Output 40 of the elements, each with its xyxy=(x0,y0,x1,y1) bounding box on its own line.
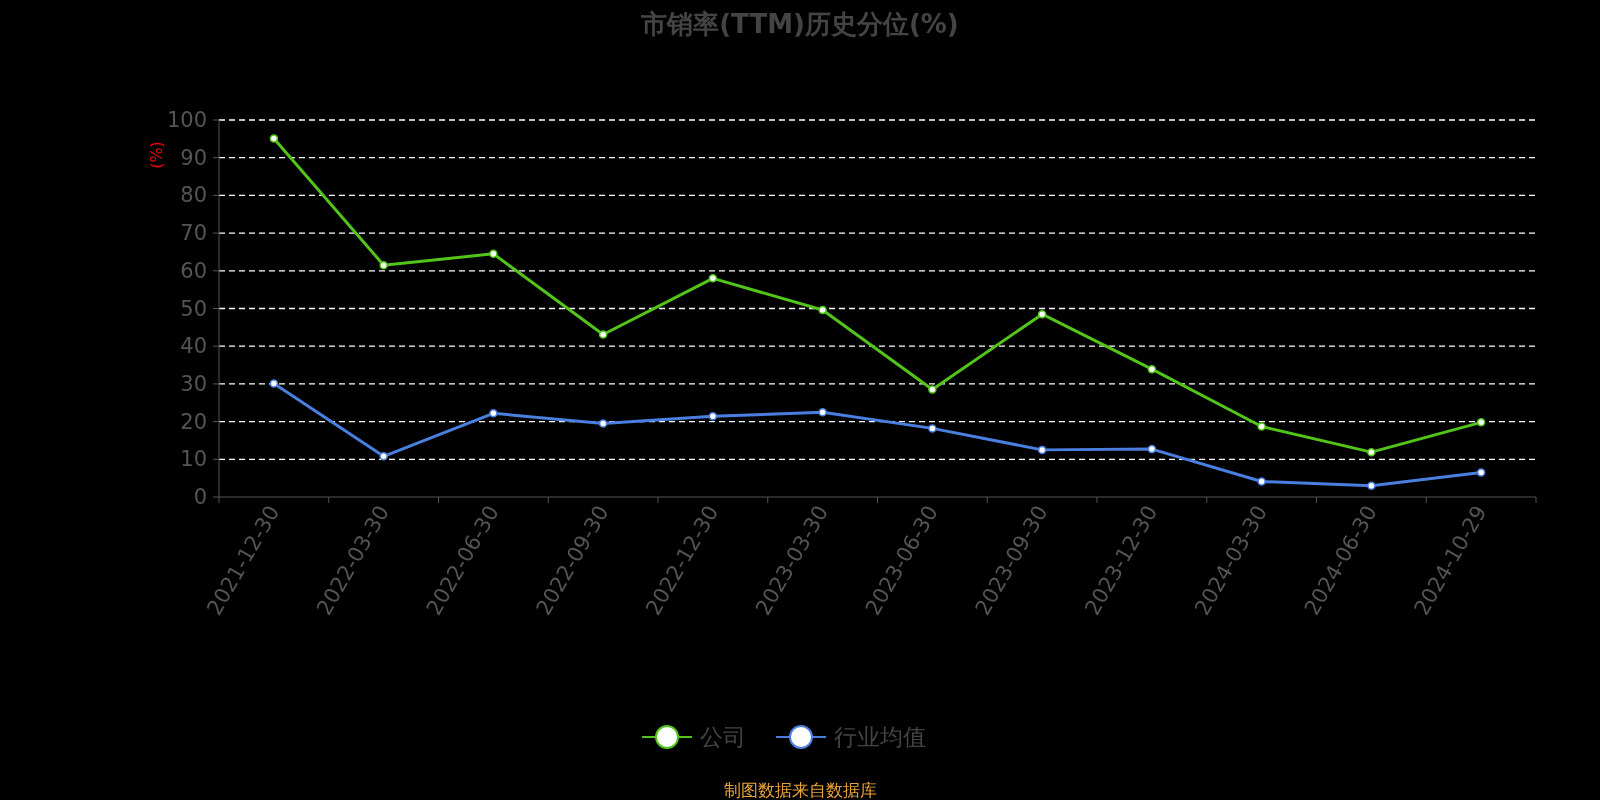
y-tick-label: 70 xyxy=(180,221,207,246)
y-tick-label: 0 xyxy=(193,485,207,509)
point xyxy=(1257,422,1266,431)
point xyxy=(598,419,608,428)
y-axis-title: (%) xyxy=(147,141,166,169)
point xyxy=(1476,468,1486,477)
point xyxy=(928,385,937,394)
y-tick-label: 30 xyxy=(180,371,207,396)
point xyxy=(379,260,388,270)
point xyxy=(1147,444,1157,454)
text: 制图数据来自数据库 xyxy=(723,780,877,800)
point xyxy=(1476,418,1486,427)
point xyxy=(708,274,718,283)
point xyxy=(269,379,279,388)
y-tick-label: 100 xyxy=(166,108,207,132)
point xyxy=(598,330,608,339)
point xyxy=(1257,477,1266,486)
point xyxy=(269,134,279,143)
point xyxy=(1367,481,1376,490)
legend-label: 公司 xyxy=(700,724,746,750)
point xyxy=(1147,364,1157,374)
legend-label: 行业均值 xyxy=(834,724,926,750)
point xyxy=(818,305,827,315)
chart-title: 市销率(TTM)历史分位(%) xyxy=(640,9,959,39)
y-tick-label: 80 xyxy=(180,183,207,208)
point xyxy=(1037,445,1047,455)
point xyxy=(818,407,827,417)
point xyxy=(489,409,498,418)
y-tick-label: 20 xyxy=(180,409,207,434)
y-tick-label: 10 xyxy=(180,447,207,472)
point xyxy=(1037,309,1047,319)
point xyxy=(489,249,498,259)
y-tick-label: 50 xyxy=(180,296,207,321)
point xyxy=(379,452,388,461)
point xyxy=(1367,447,1376,457)
y-tick-label: 60 xyxy=(180,258,207,283)
point xyxy=(928,424,937,433)
y-tick-label: 40 xyxy=(180,334,207,359)
y-tick-label: 90 xyxy=(180,145,207,170)
point xyxy=(708,412,718,421)
